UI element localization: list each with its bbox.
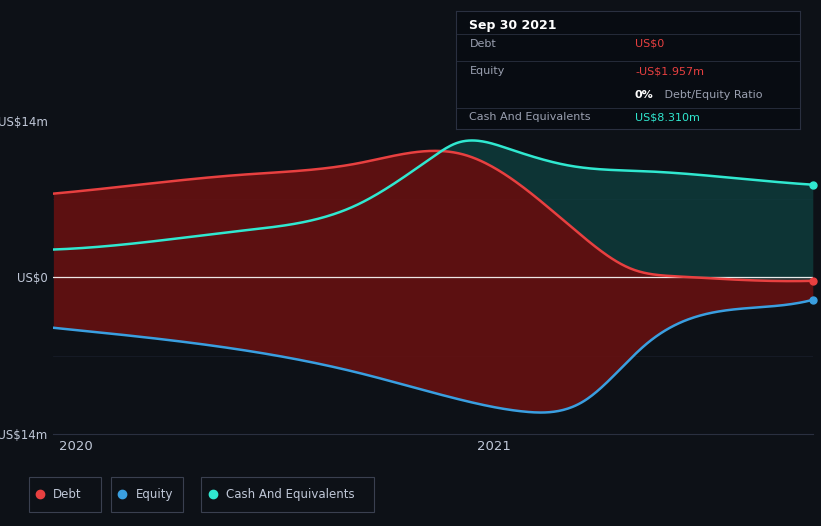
Text: Debt: Debt [470,39,496,49]
Text: Debt: Debt [53,488,82,501]
Text: Sep 30 2021: Sep 30 2021 [470,19,557,32]
Text: Equity: Equity [470,66,505,76]
Text: -US$1.957m: -US$1.957m [635,66,704,76]
Text: Cash And Equivalents: Cash And Equivalents [470,113,591,123]
Text: 0%: 0% [635,90,654,100]
Text: Equity: Equity [135,488,173,501]
Text: Debt/Equity Ratio: Debt/Equity Ratio [661,90,763,100]
Text: US$0: US$0 [635,39,664,49]
Text: Cash And Equivalents: Cash And Equivalents [226,488,355,501]
Text: US$8.310m: US$8.310m [635,113,699,123]
